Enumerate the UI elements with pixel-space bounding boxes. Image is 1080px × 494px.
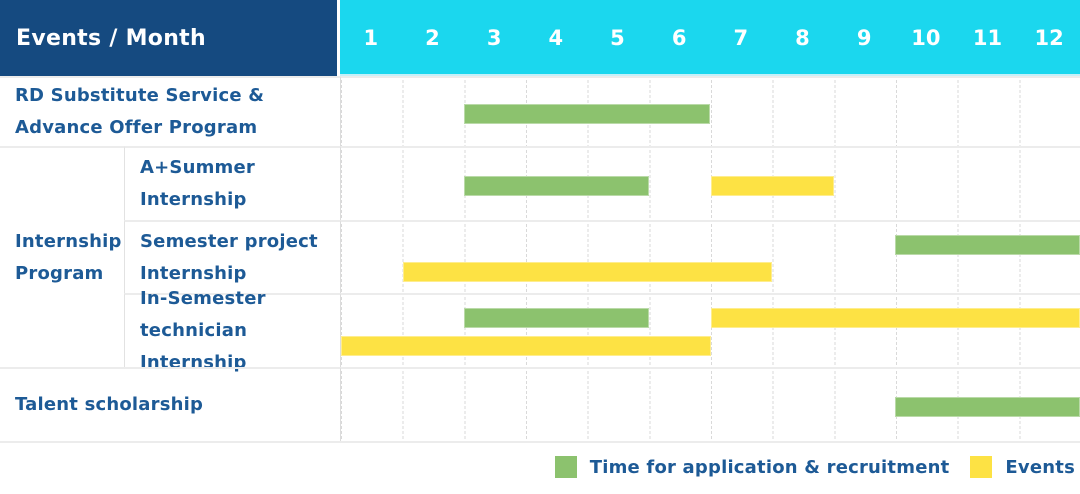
- group-label-line: Program: [15, 262, 104, 284]
- row-label-in-semester-technician-internship: In-Semester technician Internship: [124, 288, 340, 373]
- application-color-swatch-icon: [554, 456, 577, 478]
- legend-item-events: Events: [970, 456, 1075, 478]
- month-tick: 1: [363, 26, 379, 50]
- month-header-9: 9: [833, 0, 895, 76]
- month-tick: 7: [733, 26, 749, 50]
- gantt-row-talent-scholarship: [340, 367, 1080, 441]
- month-tick: 11: [972, 26, 1003, 50]
- events-color-swatch-icon: [970, 456, 993, 478]
- row-label-semester-project-internship: Semester project Internship: [124, 220, 340, 293]
- row-label-a-plus-summer-internship: A+Summer Internship: [124, 146, 340, 220]
- legend-item-application: Time for application & recruitment: [554, 456, 950, 478]
- legend-label-application: Time for application & recruitment: [589, 456, 950, 478]
- month-header-1: 1: [340, 0, 402, 76]
- row-label-line: Talent scholarship: [15, 394, 204, 415]
- month-tick: 2: [425, 26, 440, 50]
- row-label-line: Internship: [140, 262, 247, 284]
- row-label-line: Internship: [140, 189, 247, 210]
- legend: Time for application & recruitment Event…: [534, 456, 1075, 478]
- gantt-bar-application: [464, 176, 649, 196]
- month-tick: 12: [1034, 26, 1064, 50]
- month-header-11: 11: [956, 0, 1019, 76]
- month-header-5: 5: [586, 0, 649, 76]
- month-header-6: 6: [648, 0, 710, 76]
- group-label-internship-program: Internship Program: [0, 146, 124, 367]
- table-corner-header: Events / Month: [0, 0, 340, 76]
- month-tick: 5: [610, 26, 625, 50]
- gantt-row-semester-project-internship: [340, 220, 1080, 293]
- month-header-12: 12: [1018, 0, 1080, 76]
- month-tick: 9: [856, 26, 872, 50]
- month-tick: 10: [911, 26, 941, 50]
- month-header-8: 8: [771, 0, 834, 76]
- legend-label-events: Events: [1005, 456, 1075, 478]
- gantt-bar-events: [341, 336, 711, 356]
- corner-header-label: Events / Month: [16, 25, 206, 51]
- month-tick: 3: [486, 26, 502, 50]
- gantt-bar-application: [895, 235, 1080, 255]
- gantt-bar-events: [710, 176, 834, 196]
- gantt-row-rd-substitute-service: [340, 76, 1080, 146]
- month-tick: 6: [671, 26, 687, 50]
- row-label-talent-scholarship: Talent scholarship: [0, 367, 340, 441]
- month-header-4: 4: [525, 0, 587, 76]
- month-header-7: 7: [710, 0, 772, 76]
- gantt-bar-application: [464, 104, 711, 124]
- gantt-bar-application: [895, 397, 1080, 417]
- row-label-rd-substitute-service: RD Substitute Service & Advance Offer Pr…: [0, 76, 340, 146]
- row-label-line: RD Substitute Service &: [15, 85, 265, 106]
- month-header-2: 2: [401, 0, 464, 76]
- month-header-3: 3: [463, 0, 525, 76]
- row-label-line: Advance Offer Program: [15, 117, 258, 138]
- gantt-bar-events: [402, 262, 773, 282]
- month-tick: 8: [795, 26, 810, 50]
- row-label-line: Semester project: [140, 230, 318, 252]
- row-label-line: In-Semester: [140, 288, 266, 309]
- gantt-bar-application: [464, 308, 649, 328]
- gantt-row-a-plus-summer-internship: [340, 146, 1080, 220]
- gantt-table: Events / Month 1 2 3 4 5 6 7 8 9 10 11 1…: [0, 0, 1080, 443]
- gantt-bar-events: [710, 308, 1080, 328]
- group-label-line: Internship: [15, 230, 122, 252]
- gantt-row-in-semester-technician-internship: [340, 293, 1080, 367]
- row-label-line: A+Summer: [140, 157, 255, 178]
- month-tick: 4: [548, 26, 564, 50]
- month-header-10: 10: [895, 0, 957, 76]
